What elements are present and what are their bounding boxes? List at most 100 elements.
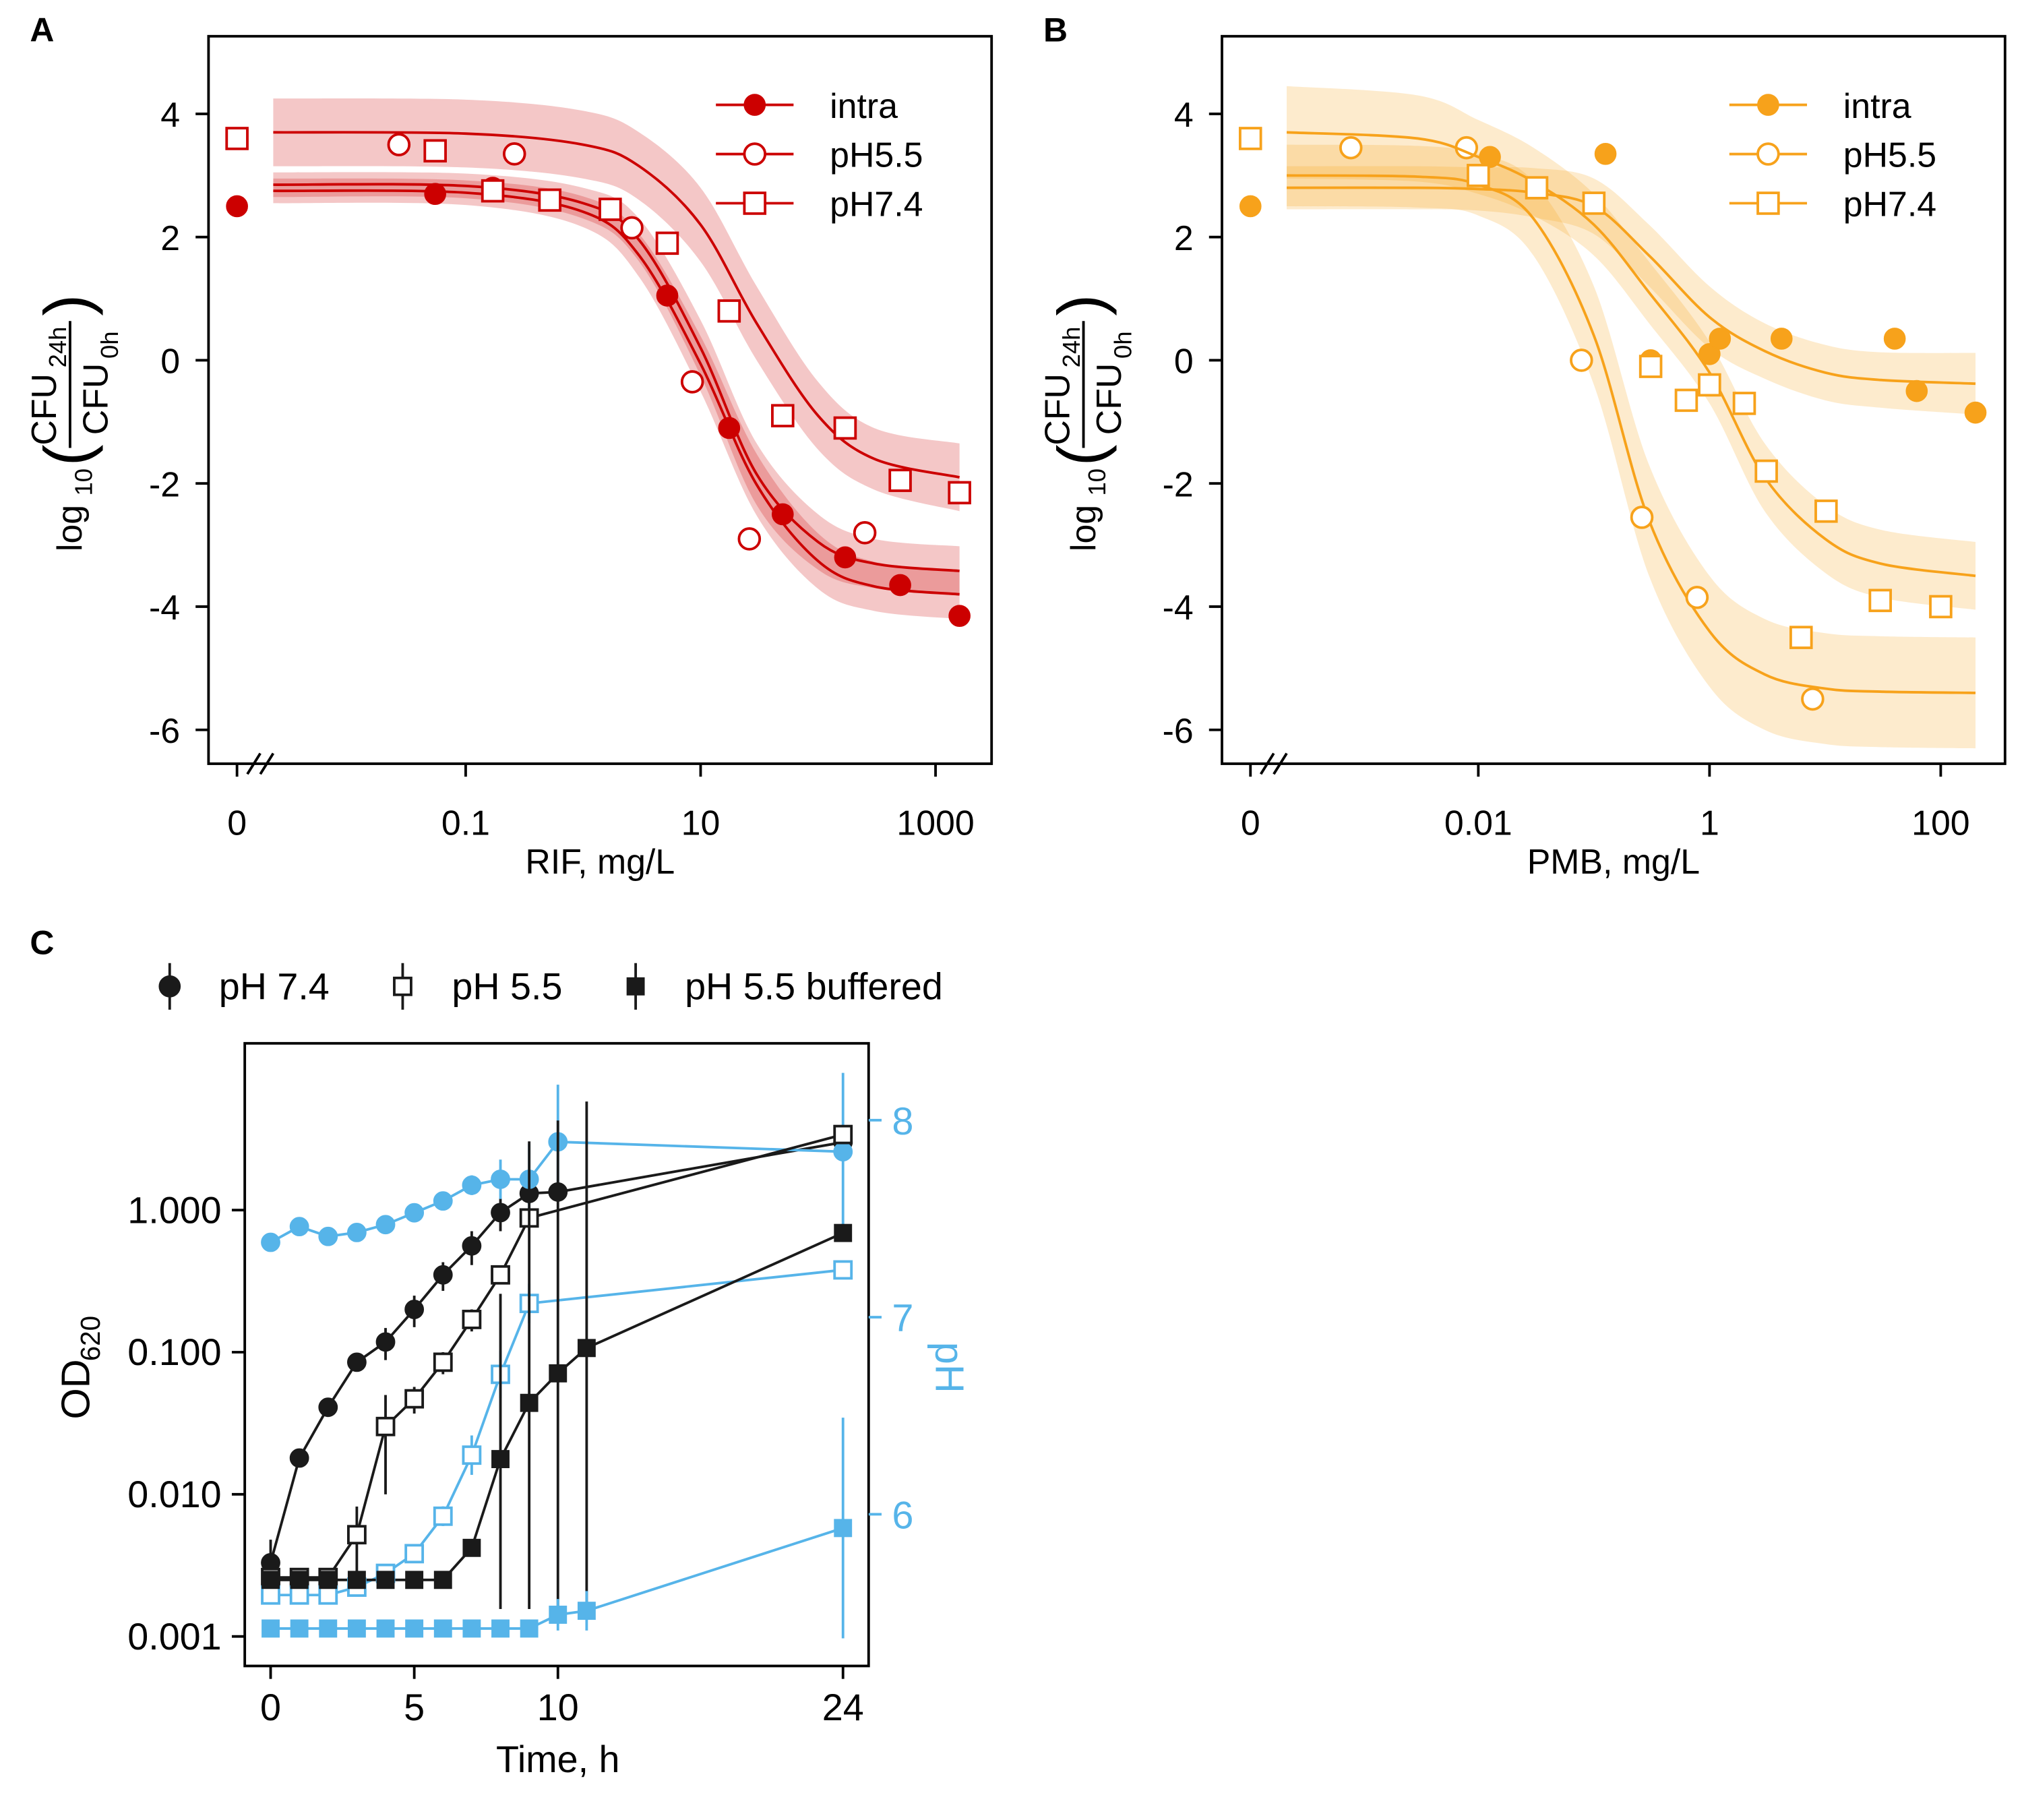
marker <box>520 1393 539 1412</box>
marker <box>853 521 877 545</box>
marker <box>433 1619 452 1638</box>
marker <box>549 1606 568 1624</box>
y-tick-label: -4 <box>149 588 180 627</box>
fit-curve <box>1286 131 1976 578</box>
marker <box>347 1619 366 1638</box>
marker <box>737 527 762 551</box>
marker <box>404 1203 425 1223</box>
y2-axis-label: pH <box>927 1342 973 1393</box>
marker <box>376 1619 395 1638</box>
y2-tick-label: 6 <box>892 1494 913 1538</box>
confidence-band <box>1287 166 1976 415</box>
marker <box>577 1339 596 1358</box>
y-label-paren: ( <box>1045 444 1117 466</box>
marker <box>1339 135 1363 160</box>
marker <box>888 468 912 492</box>
x-tick-label: 10 <box>537 1687 579 1728</box>
marker <box>226 195 248 218</box>
y-tick-label: -6 <box>149 711 180 750</box>
x-tick-label: 1000 <box>896 803 974 843</box>
x-tick-label: 1 <box>1700 803 1719 843</box>
fit-curve <box>1287 186 1976 386</box>
marker <box>1582 191 1606 215</box>
marker <box>481 179 505 203</box>
marker <box>1525 176 1549 200</box>
y-tick-label: -6 <box>1163 711 1194 750</box>
y-label-part: 0h <box>96 331 123 359</box>
marker <box>520 1619 539 1638</box>
marker <box>375 1416 396 1436</box>
y2-label: pH <box>927 1342 973 1393</box>
marker <box>462 1538 481 1557</box>
marker <box>1594 142 1617 165</box>
marker <box>1467 164 1490 187</box>
marker <box>462 1236 482 1256</box>
marker <box>502 142 526 166</box>
marker <box>1868 588 1893 613</box>
marker <box>771 404 795 427</box>
marker <box>1674 388 1698 413</box>
y-label-part: 24h <box>44 327 71 368</box>
legend-label: pH 7.4 <box>219 966 330 1008</box>
x-axis-label: RIF, mg/L <box>525 842 675 881</box>
marker <box>1757 94 1779 116</box>
marker <box>1698 342 1721 365</box>
marker <box>462 1445 482 1465</box>
marker <box>346 1525 367 1545</box>
y-label-part: 0h <box>1109 331 1137 359</box>
marker <box>289 1448 309 1468</box>
y-tick-label: 0.001 <box>127 1616 221 1658</box>
marker <box>1929 595 1953 619</box>
marker <box>433 1191 453 1211</box>
marker <box>491 1450 510 1469</box>
marker <box>404 1300 425 1319</box>
marker <box>1756 142 1780 166</box>
y-tick-label: 2 <box>160 218 180 257</box>
fit-curve <box>1287 174 1976 694</box>
y-tick-label: 4 <box>1174 95 1194 134</box>
panel-label: B <box>1043 11 1068 49</box>
marker <box>387 133 411 156</box>
marker <box>1239 195 1262 218</box>
marker <box>433 1571 452 1589</box>
y-label-part: 620 <box>75 1316 106 1361</box>
marker <box>433 1265 453 1285</box>
y-tick-label: 1.000 <box>127 1189 221 1231</box>
marker <box>491 1619 510 1638</box>
y-tick-label: -2 <box>149 464 180 504</box>
marker <box>1754 459 1778 483</box>
marker <box>833 416 857 440</box>
marker <box>1732 392 1756 415</box>
marker <box>462 1619 481 1638</box>
legend-label: pH7.4 <box>1843 185 1936 224</box>
y-label-part: CFU <box>1089 363 1128 435</box>
y2-tick-label: 8 <box>892 1100 913 1143</box>
marker <box>834 1519 853 1538</box>
panel-label: C <box>30 923 54 961</box>
marker <box>318 1585 338 1605</box>
marker <box>1698 373 1721 397</box>
panel-label: A <box>30 11 54 49</box>
marker <box>1789 626 1813 649</box>
marker <box>948 481 971 505</box>
marker <box>771 503 794 526</box>
marker <box>375 1332 396 1352</box>
legend-label: intra <box>1843 86 1911 125</box>
marker <box>1638 355 1663 378</box>
marker <box>491 1265 510 1285</box>
y-tick-label: 2 <box>1174 218 1194 257</box>
marker <box>318 1397 338 1418</box>
marker <box>404 1544 425 1564</box>
marker <box>1964 401 1987 424</box>
marker <box>433 1352 453 1372</box>
legend-label: intra <box>830 86 898 125</box>
marker <box>1770 328 1793 350</box>
x-tick-label: 10 <box>681 803 721 843</box>
x-tick-label: 0.1 <box>441 803 490 843</box>
marker <box>743 142 767 166</box>
y-tick-label: -2 <box>1163 464 1194 504</box>
marker <box>833 1260 853 1280</box>
marker <box>404 1389 425 1409</box>
marker <box>1883 328 1906 350</box>
